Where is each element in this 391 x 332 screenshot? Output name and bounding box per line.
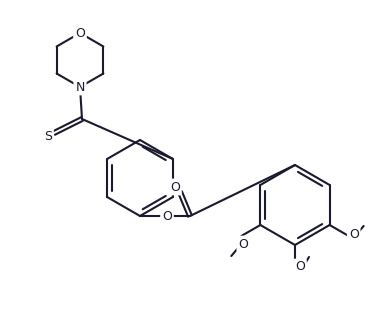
Text: O: O (239, 237, 248, 251)
Text: O: O (349, 227, 359, 240)
Text: N: N (75, 80, 85, 94)
Text: O: O (162, 209, 172, 222)
Text: O: O (75, 27, 85, 40)
Text: O: O (170, 181, 180, 194)
Text: O: O (295, 261, 305, 274)
Text: S: S (44, 129, 52, 142)
